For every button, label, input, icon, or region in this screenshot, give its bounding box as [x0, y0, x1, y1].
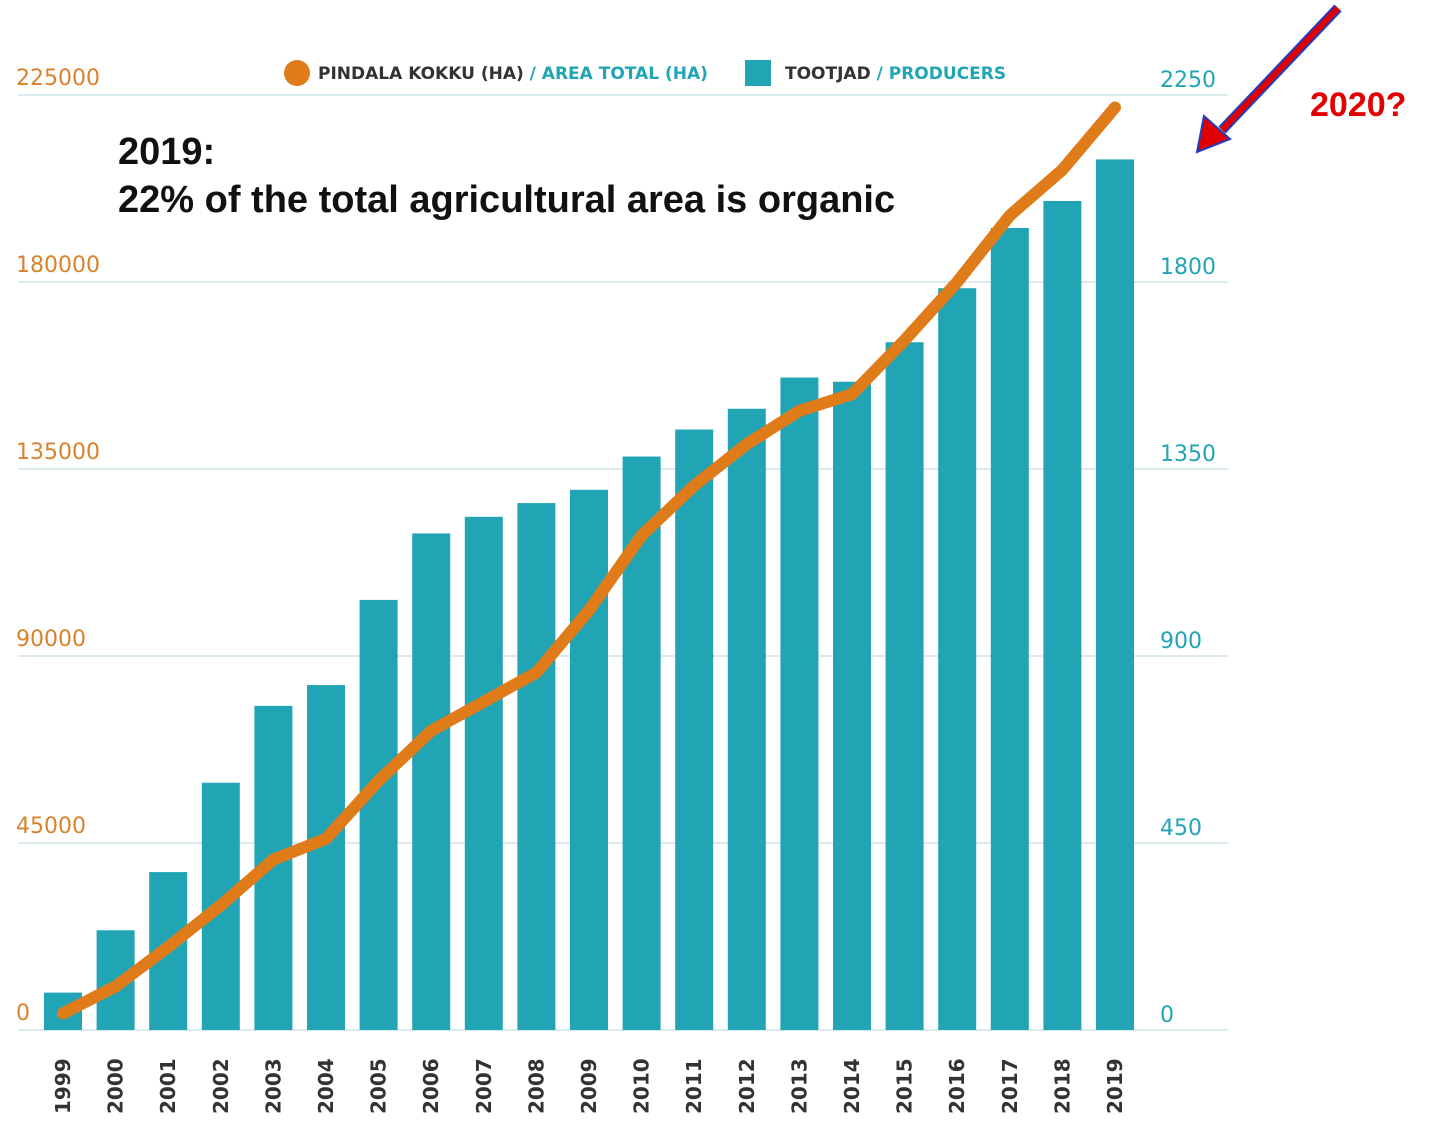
y-axis-right: 0 450 900 1350 1800 2250	[1160, 68, 1216, 1028]
annotation-statement: 22% of the total agricultural area is or…	[118, 179, 896, 221]
y-right-tick: 450	[1160, 816, 1202, 841]
legend-bar-name: TOOTJAD	[785, 64, 871, 84]
y-left-tick: 225000	[16, 66, 100, 91]
y-left-tick: 90000	[16, 627, 86, 652]
y-right-tick: 0	[1160, 1003, 1174, 1028]
y-right-tick: 2250	[1160, 68, 1216, 93]
x-tick-2019: 2019	[1103, 1058, 1127, 1114]
x-tick-2014: 2014	[840, 1058, 864, 1114]
bar-2018	[1043, 200, 1082, 1030]
bar-2017	[990, 227, 1029, 1030]
series-line-area-total	[57, 101, 1121, 1020]
bar-2014	[833, 381, 871, 1030]
legend-bar-label: TOOTJAD / PRODUCERS	[785, 64, 1006, 84]
bar-2016	[938, 288, 977, 1030]
legend-bar-marker	[745, 60, 771, 86]
bar-2009	[570, 489, 608, 1030]
x-tick-2005: 2005	[367, 1058, 391, 1114]
x-tick-2000: 2000	[104, 1058, 128, 1114]
bar-2015	[885, 342, 924, 1030]
y-left-tick: 180000	[16, 253, 100, 278]
legend-line-name-alt: AREA TOTAL (HA)	[542, 64, 708, 84]
x-tick-2018: 2018	[1050, 1058, 1074, 1114]
bar-2005	[359, 599, 398, 1030]
bar-2013	[780, 377, 819, 1031]
x-tick-2016: 2016	[945, 1058, 969, 1114]
y-left-tick: 135000	[16, 440, 100, 465]
x-tick-2002: 2002	[209, 1058, 233, 1114]
x-tick-2009: 2009	[577, 1058, 601, 1114]
arrow	[1195, 4, 1342, 154]
x-tick-2017: 2017	[998, 1058, 1022, 1114]
bar-2011	[675, 429, 714, 1030]
bar-2004	[307, 685, 345, 1030]
y-right-tick: 1800	[1160, 255, 1216, 280]
legend-line-name: PINDALA KOKKU (HA)	[318, 64, 524, 84]
y-left-tick: 0	[16, 1001, 30, 1026]
y-left-tick: 45000	[16, 814, 86, 839]
x-tick-2011: 2011	[682, 1058, 706, 1114]
x-axis: 1999 2000 2001 2002 2003 2004 2005 2006 2007 2008…	[51, 1058, 1127, 1114]
x-tick-2013: 2013	[787, 1058, 811, 1114]
bar-2019	[1096, 159, 1134, 1030]
x-tick-2012: 2012	[735, 1058, 759, 1114]
legend-line-marker	[284, 60, 310, 86]
y-right-tick: 1350	[1160, 442, 1216, 467]
bars-producers	[44, 159, 1134, 1031]
arrow-shaft	[1219, 5, 1341, 133]
legend-line-label: PINDALA KOKKU (HA) / AREA TOTAL (HA)	[318, 64, 708, 84]
annotation-year: 2019:	[118, 131, 216, 173]
x-tick-2003: 2003	[261, 1058, 285, 1114]
bar-2012	[727, 408, 766, 1030]
legend: PINDALA KOKKU (HA) / AREA TOTAL (HA) TOO…	[284, 60, 1006, 86]
legend-line-sep: /	[524, 64, 542, 84]
y-axis-left: 0 45000 90000 135000 180000 225000	[16, 66, 100, 1026]
bar-2007	[464, 516, 503, 1030]
legend-bar-sep: /	[871, 64, 889, 84]
x-tick-2015: 2015	[893, 1058, 917, 1114]
y-right-tick: 900	[1160, 629, 1202, 654]
x-tick-2001: 2001	[156, 1058, 180, 1114]
x-tick-2004: 2004	[314, 1058, 338, 1114]
bar-2006	[412, 533, 451, 1030]
arrow-head	[1195, 114, 1232, 154]
legend-bar-name-alt: PRODUCERS	[889, 64, 1006, 84]
x-tick-2007: 2007	[472, 1058, 496, 1114]
x-tick-2008: 2008	[524, 1058, 548, 1114]
x-tick-1999: 1999	[51, 1058, 75, 1114]
annotation-text: 2019: 22% of the total agricultural area…	[118, 128, 895, 224]
question-label: 2020?	[1310, 86, 1407, 124]
x-tick-2006: 2006	[419, 1058, 443, 1114]
bar-2008	[517, 503, 556, 1030]
x-tick-2010: 2010	[630, 1058, 654, 1114]
line-area-total	[57, 101, 1121, 1020]
